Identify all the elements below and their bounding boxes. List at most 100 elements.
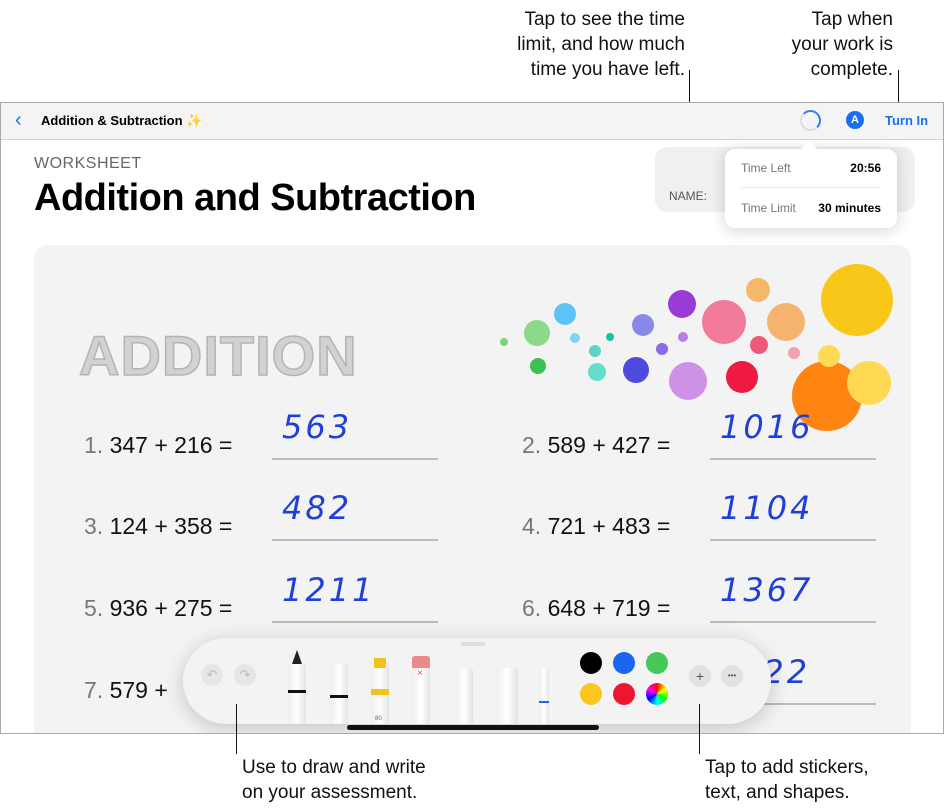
ipad-screen: ‹ Addition & Subtraction ✨ A Turn In WOR… <box>0 102 944 734</box>
name-label: NAME: <box>669 189 708 203</box>
color-swatch-red[interactable] <box>613 683 635 705</box>
pen-tool[interactable] <box>288 650 306 724</box>
bubble <box>750 336 768 354</box>
callout-line: your work is <box>791 34 893 55</box>
page-title: Addition and Subtraction <box>34 177 476 219</box>
problem: 7. 579 + <box>84 677 168 704</box>
callout-line: Tap when <box>811 9 893 30</box>
time-limit-label: Time Limit <box>741 201 796 215</box>
assignment-title: Addition & Subtraction ✨ <box>41 113 203 128</box>
fineliner-tool[interactable] <box>330 664 348 724</box>
timer-popover: Time Left 20:56 Time Limit 30 minutes <box>725 141 897 228</box>
bubble <box>632 314 654 336</box>
bubble <box>588 363 606 381</box>
callout-line: on your assessment. <box>242 782 418 803</box>
time-left-row: Time Left 20:56 <box>741 149 881 188</box>
bubble <box>788 347 800 359</box>
problem-number: 6. <box>522 595 542 621</box>
leader-line <box>236 704 237 754</box>
color-swatch-blue[interactable] <box>613 652 635 674</box>
bubble <box>669 362 707 400</box>
callout-line: Tap to see the time <box>524 9 685 30</box>
problem-number: 5. <box>84 595 104 621</box>
problem-expression: 589 + 427 = <box>547 432 671 458</box>
eraser-tool[interactable]: × <box>412 656 430 724</box>
problem-expression: 347 + 216 = <box>109 432 233 458</box>
time-limit-row: Time Limit 30 minutes <box>741 189 881 228</box>
pencil-tool[interactable] <box>455 668 473 724</box>
problem: 6. 648 + 719 = <box>522 595 670 622</box>
handwritten-answer: 1016 <box>720 408 814 446</box>
eraser-x-icon: × <box>417 668 423 679</box>
bubble <box>678 332 688 342</box>
callout-draw: Use to draw and write on your assessment. <box>242 755 426 805</box>
back-chevron-icon[interactable]: ‹ <box>15 109 22 131</box>
answer-line[interactable] <box>272 539 438 541</box>
problem-expression: 936 + 275 = <box>109 595 233 621</box>
callout-line: Tap to add stickers, <box>705 757 869 778</box>
callout-line: Use to draw and write <box>242 757 426 778</box>
bubble <box>589 345 601 357</box>
crayon-tool[interactable] <box>539 668 549 724</box>
color-swatch-yellow[interactable] <box>580 683 602 705</box>
problem-expression: 124 + 358 = <box>109 513 233 539</box>
handwritten-answer: 1211 <box>282 571 376 609</box>
problem-expression: 721 + 483 = <box>547 513 671 539</box>
markup-pen-icon[interactable]: A <box>846 111 864 129</box>
home-indicator <box>347 725 599 730</box>
problem-expression: 648 + 719 = <box>547 595 671 621</box>
turn-in-button[interactable]: Turn In <box>885 113 929 128</box>
toolbar-grabber[interactable] <box>461 642 485 646</box>
problem-number: 3. <box>84 513 104 539</box>
answer-line[interactable] <box>710 458 876 460</box>
worksheet-label: WORKSHEET <box>34 155 142 172</box>
bubble <box>554 303 576 325</box>
timer-progress-icon[interactable] <box>800 110 821 131</box>
answer-line[interactable] <box>710 539 876 541</box>
callout-line: complete. <box>810 59 893 80</box>
leader-line <box>689 70 690 120</box>
callout-add: Tap to add stickers, text, and shapes. <box>705 755 869 805</box>
problem: 1. 347 + 216 = <box>84 432 232 459</box>
problem-number: 4. <box>522 513 542 539</box>
bubble <box>821 264 893 336</box>
callout-line: limit, and how much <box>517 34 685 55</box>
handwritten-answer: 1104 <box>720 489 814 527</box>
answer-line[interactable] <box>710 621 876 623</box>
answer-line[interactable] <box>272 621 438 623</box>
bubble <box>656 343 668 355</box>
bubble <box>524 320 550 346</box>
more-button[interactable]: ••• <box>721 665 743 687</box>
leader-line <box>699 704 700 754</box>
callout-turn-in: Tap when your work is complete. <box>760 7 893 82</box>
handwritten-answer: 482 <box>282 489 353 527</box>
nav-bar: ‹ Addition & Subtraction ✨ A Turn In <box>1 103 943 140</box>
worksheet-card: ADDITION 1. 347 + 216 = 563 2. 589 + 427 =… <box>34 245 911 733</box>
bubble <box>746 278 770 302</box>
time-limit-value: 30 minutes <box>818 201 881 215</box>
add-button[interactable]: + <box>689 665 711 687</box>
bubbles-illustration <box>500 264 893 431</box>
color-swatch-black[interactable] <box>580 652 602 674</box>
marker-tool[interactable]: 80 <box>371 658 389 724</box>
undo-button[interactable]: ↶ <box>201 664 223 686</box>
bubble <box>767 303 805 341</box>
ruler-tool[interactable] <box>496 668 518 724</box>
bubble <box>530 358 546 374</box>
bubble <box>792 361 862 431</box>
leader-line <box>898 70 899 112</box>
color-swatch-multicolor[interactable] <box>646 683 668 705</box>
section-heading: ADDITION <box>78 323 358 388</box>
bubble <box>668 290 696 318</box>
answer-line[interactable] <box>272 458 438 460</box>
problem-number: 2. <box>522 432 542 458</box>
handwritten-answer: 1367 <box>720 571 814 609</box>
bubble <box>847 361 891 405</box>
answer-line[interactable] <box>710 703 876 705</box>
problem: 2. 589 + 427 = <box>522 432 670 459</box>
problem: 3. 124 + 358 = <box>84 513 232 540</box>
redo-button[interactable]: ↷ <box>234 664 256 686</box>
problem-number: 7. <box>84 677 104 703</box>
color-swatch-green[interactable] <box>646 652 668 674</box>
bubble <box>623 357 649 383</box>
